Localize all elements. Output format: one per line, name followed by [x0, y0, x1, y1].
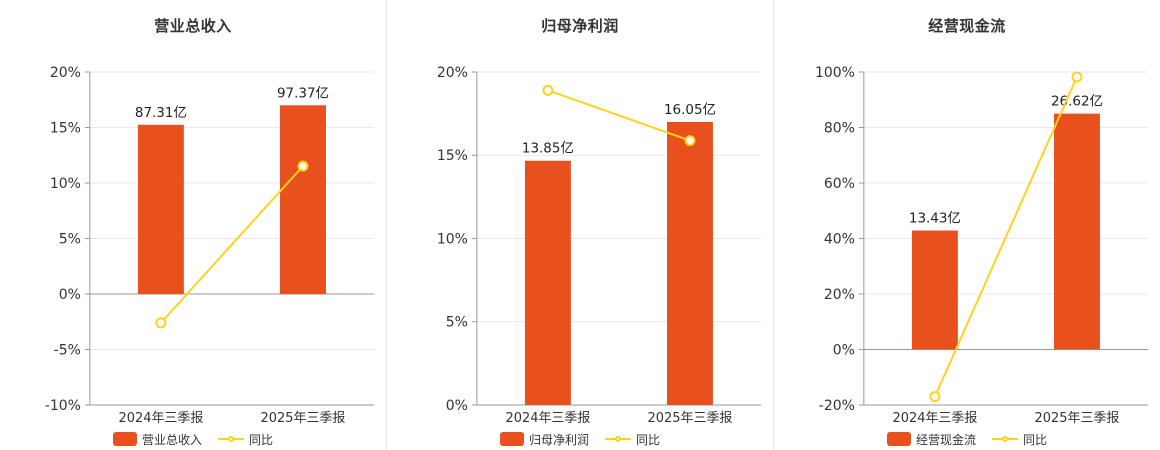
bar[interactable]: [524, 160, 571, 405]
x-axis-label: 2025年三季报: [261, 411, 346, 426]
legend-label: 同比: [1023, 432, 1048, 447]
y-tick-label: 100%: [815, 65, 855, 81]
revenue-plot-area: -10% -5% 0% 5% 10% 15% 20% 87.31亿 97.37亿 2024年三季报…: [45, 65, 375, 426]
bar-value-label: 13.85亿: [522, 141, 574, 157]
y-tick-label: -20%: [819, 398, 855, 414]
legend-item-revenue-bar[interactable]: 营业总收入: [112, 431, 202, 448]
line-series-swatch: [605, 436, 631, 442]
y-tick-label: 10%: [50, 176, 81, 192]
line-series-swatch: [992, 436, 1018, 442]
line-marker-dot: [1002, 436, 1008, 442]
bar-series-swatch: [112, 432, 137, 446]
y-tick-label: 20%: [437, 65, 468, 81]
y-tick-label: 40%: [824, 231, 855, 247]
y-tick-label: -5%: [54, 342, 81, 358]
bar[interactable]: [667, 121, 713, 405]
y-tick-label: -10%: [45, 398, 81, 414]
bar-value-label: 97.37亿: [277, 85, 329, 101]
y-tick-label: 10%: [437, 231, 468, 247]
bar-value-label: 13.43亿: [909, 210, 961, 226]
bar[interactable]: [1054, 113, 1100, 350]
legend-label: 经营现金流: [915, 432, 976, 447]
net-profit-plot-area: 0% 5% 10% 15% 20% 13.85亿 16.05亿 2024年三季报 2025年三季…: [437, 65, 762, 426]
legend-label: 同比: [636, 432, 661, 447]
line-series-swatch: [218, 436, 244, 442]
bar-value-label: 16.05亿: [664, 102, 716, 118]
line-marker-dot: [228, 436, 234, 442]
x-axis-label: 2024年三季报: [505, 411, 590, 426]
legend-label: 营业总收入: [141, 432, 202, 447]
line-marker-dot: [615, 436, 621, 442]
y-tick-label: 60%: [824, 176, 855, 192]
y-tick-label: 0%: [833, 342, 855, 358]
x-axis-label: 2025年三季报: [1035, 411, 1120, 426]
legend-label: 归母净利润: [528, 432, 589, 447]
y-tick-label: 15%: [50, 120, 81, 136]
bar[interactable]: [137, 124, 184, 295]
chart-panel-revenue: 营业总收入 -10% -5% 0% 5% 10% 15% 20% 87.31亿 97.37亿 20…: [0, 0, 386, 450]
legend-item-cash-flow-bar[interactable]: 经营现金流: [886, 431, 976, 448]
legend-cash-flow: 经营现金流 同比: [774, 428, 1160, 450]
legend-item-revenue-yoy[interactable]: 同比: [218, 431, 273, 448]
legend-item-cash-flow-yoy[interactable]: 同比: [992, 431, 1047, 448]
yoy-line: [547, 89, 691, 142]
x-axis-label: 2024年三季报: [118, 411, 203, 426]
yoy-marker[interactable]: [542, 84, 554, 96]
y-tick-label: 5%: [446, 315, 468, 331]
yoy-marker[interactable]: [929, 391, 941, 403]
yoy-marker[interactable]: [684, 135, 696, 147]
chart-panel-net-profit: 归母净利润 0% 5% 10% 15% 20% 13.85亿 16.05亿 2024年三季报 2…: [386, 0, 773, 450]
legend-revenue: 营业总收入 同比: [0, 428, 386, 450]
legend-item-net-profit-yoy[interactable]: 同比: [605, 431, 660, 448]
x-axis-label: 2025年三季报: [648, 411, 733, 426]
bar-value-label: 87.31亿: [135, 105, 187, 121]
cash-flow-plot-area: -20% 0% 20% 40% 60% 80% 100% 13.43亿 26.62亿 2024年三…: [815, 65, 1149, 426]
bar-series-swatch: [499, 432, 524, 446]
legend-item-net-profit-bar[interactable]: 归母净利润: [499, 431, 589, 448]
chart-title-net-profit: 归母净利润: [541, 17, 619, 35]
chart-title-revenue: 营业总收入: [154, 17, 232, 35]
bar[interactable]: [911, 230, 958, 350]
legend-label: 同比: [249, 432, 274, 447]
chart-panel-cash-flow: 经营现金流 -20% 0% 20% 40% 60% 80% 100% 13.43亿 26.62亿…: [773, 0, 1160, 450]
bar-series-swatch: [886, 432, 911, 446]
yoy-marker[interactable]: [297, 160, 309, 172]
yoy-marker[interactable]: [1071, 71, 1083, 83]
chart-title-cash-flow: 经营现金流: [928, 17, 1006, 35]
y-tick-label: 15%: [437, 148, 468, 164]
y-tick-label: 5%: [59, 231, 81, 247]
yoy-marker[interactable]: [155, 317, 167, 329]
yoy-line: [160, 165, 304, 324]
y-tick-label: 0%: [446, 398, 468, 414]
legend-net-profit: 归母净利润 同比: [387, 428, 773, 450]
yoy-line: [933, 76, 1078, 398]
y-tick-label: 80%: [824, 120, 855, 136]
y-tick-label: 0%: [59, 287, 81, 303]
y-tick-label: 20%: [50, 65, 81, 81]
x-axis-label: 2024年三季报: [892, 411, 977, 426]
y-tick-label: 20%: [824, 287, 855, 303]
bar-value-label: 26.62亿: [1051, 94, 1103, 110]
bar[interactable]: [280, 105, 326, 294]
